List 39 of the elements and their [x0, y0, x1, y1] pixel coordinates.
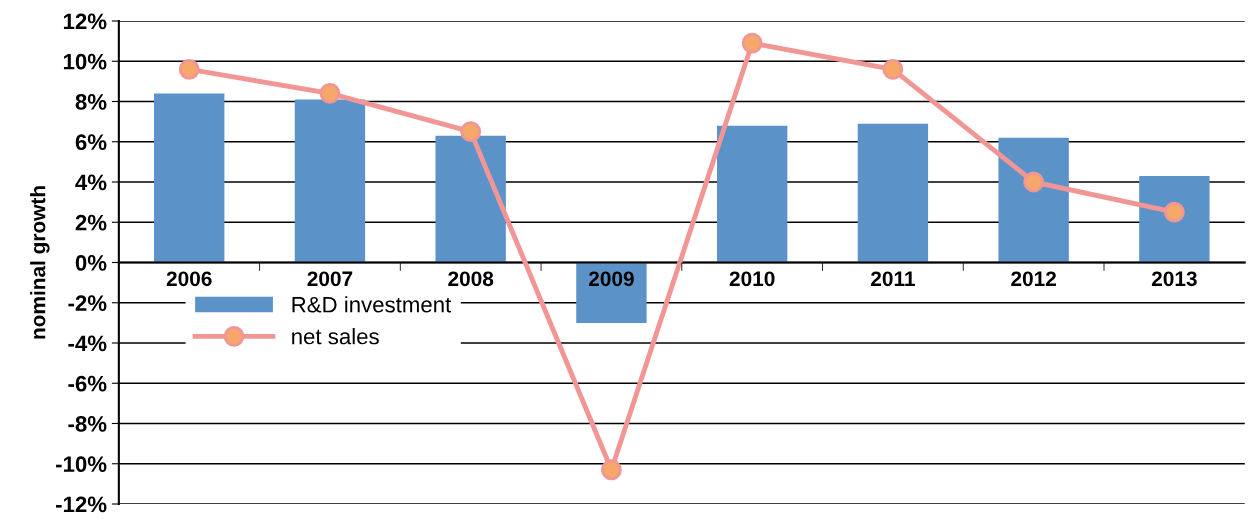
- legend-label: R&D investment: [292, 296, 452, 313]
- bar: [1139, 175, 1210, 263]
- y-tick-label: -6%: [68, 375, 107, 392]
- point: [460, 121, 482, 143]
- x-tick-label: 2011: [871, 271, 915, 287]
- x-tick-label: 2008: [448, 271, 494, 287]
- bar: [435, 135, 506, 263]
- x-tick-label: 2009: [588, 271, 634, 287]
- x-tick-label: 2007: [307, 271, 353, 287]
- x-tick-label: 2006: [166, 271, 212, 287]
- y-tick-label: 2%: [75, 214, 107, 231]
- y-tick-label: -2%: [68, 295, 107, 311]
- y-tick-label: -8%: [68, 416, 107, 432]
- y-tick-label: -4%: [68, 335, 107, 352]
- y-tick-label: 4%: [75, 174, 107, 191]
- y-tick-label: 10%: [63, 53, 107, 70]
- point: [1023, 171, 1045, 193]
- bar: [294, 99, 366, 263]
- bar: [716, 125, 788, 263]
- point: [601, 459, 622, 481]
- y-tick-label: -12%: [56, 496, 107, 513]
- bar: [154, 93, 225, 263]
- point: [882, 58, 904, 80]
- bar: [857, 123, 929, 263]
- x-tick-label: 2010: [729, 271, 775, 287]
- y-tick-label: 12%: [63, 13, 107, 30]
- point: [741, 32, 763, 54]
- legend-label: net sales: [292, 328, 379, 345]
- bar: [998, 137, 1069, 263]
- y-tick-label: 0%: [75, 255, 107, 271]
- y-tick-label: 8%: [75, 94, 107, 110]
- x-tick-label: 2012: [1011, 271, 1056, 287]
- y-axis-title: nominal growth: [30, 186, 50, 339]
- point: [178, 58, 200, 80]
- x-tick-label: 2013: [1151, 271, 1197, 287]
- point: [319, 83, 341, 104]
- bar: [576, 262, 647, 323]
- y-tick-label: -10%: [56, 456, 107, 473]
- y-tick-label: 6%: [75, 134, 107, 151]
